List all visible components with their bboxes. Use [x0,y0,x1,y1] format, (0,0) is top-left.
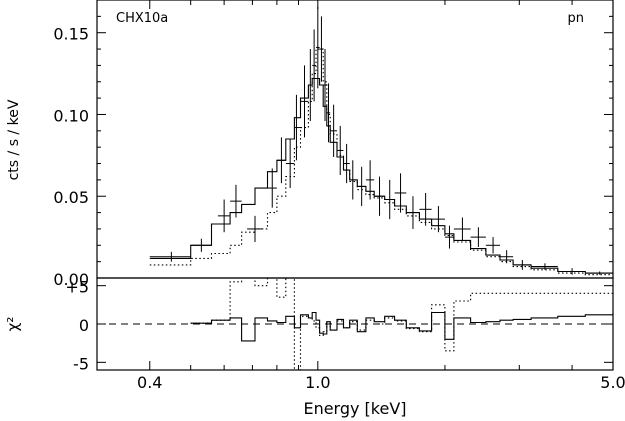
residual-panel: -5 0 +5 0.4 1.0 5.0 χ² Energy [keV] [4,277,625,418]
y-tick-label-residuals: -5 [73,354,89,373]
model-dotted-line [149,48,613,276]
residual-axes: -5 0 +5 0.4 1.0 5.0 [65,278,625,392]
y-tick-label-spectrum: 0.10 [53,106,89,125]
x-axis-label: Energy [keV] [303,399,406,418]
y-axis-label-residuals: χ² [4,317,22,332]
y-tick-label-spectrum: 0.15 [53,25,89,44]
y-tick-label-residuals: +5 [65,278,89,297]
y-tick-label-spectrum: 0.05 [53,188,89,207]
y-tick-label-residuals: 0 [79,316,89,335]
x-tick-label: 1.0 [305,373,330,392]
panel-label-left: CHX10a [116,11,168,26]
spectrum-panel: 0.00 0.05 0.10 0.15 CHX10a pn cts / s / keV [6,0,614,289]
panel-label-right: pn [568,11,585,26]
residual-series [190,277,614,371]
spectrum-axes: 0.00 0.05 0.10 0.15 [53,0,614,289]
y-tick-label-spectrum: 0.00 [53,270,89,289]
x-tick-label: 0.4 [137,373,162,392]
spectrum-frame [96,0,614,279]
spectrum-series [149,6,613,276]
residual-dotted-line [190,277,613,371]
residual-solid-line [190,311,614,342]
model-solid-line [149,77,613,274]
y-axis-label-spectrum: cts / s / keV [6,99,22,180]
x-tick-label: 5.0 [600,373,625,392]
